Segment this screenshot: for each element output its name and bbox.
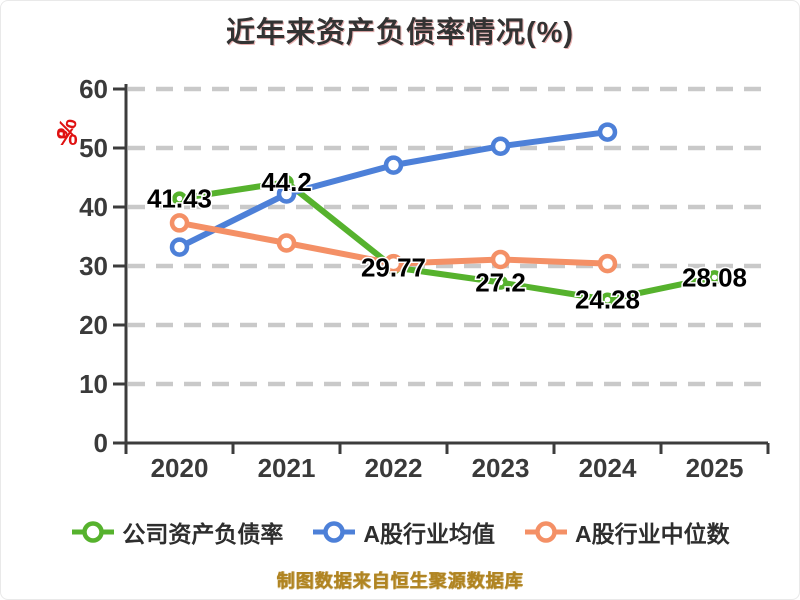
legend-item-industry-avg[interactable]: A股行业均值 [311, 515, 495, 549]
svg-text:2022: 2022 [365, 453, 423, 483]
chart-title: 近年来资产负债率情况(%) [225, 17, 575, 49]
svg-text:2024: 2024 [579, 453, 637, 483]
svg-text:2023: 2023 [472, 453, 530, 483]
svg-text:%: % [56, 124, 77, 151]
svg-text:24.28: 24.28 [575, 285, 640, 315]
svg-text:2020: 2020 [151, 453, 209, 483]
svg-text:27.2: 27.2 [475, 268, 526, 298]
svg-text:2025: 2025 [686, 453, 744, 483]
legend-marker-icon [313, 521, 356, 543]
svg-text:30: 30 [79, 251, 108, 281]
svg-text:40: 40 [79, 192, 108, 222]
svg-text:2021: 2021 [258, 453, 316, 483]
svg-text:28.08: 28.08 [682, 262, 747, 292]
legend-marker-icon [525, 521, 567, 543]
svg-text:60: 60 [79, 74, 108, 104]
svg-text:44.2: 44.2 [261, 167, 312, 197]
legend-label: 公司资产负债率 [122, 521, 284, 547]
legend-item-industry-median[interactable]: A股行业中位数 [523, 515, 730, 549]
svg-text:0: 0 [94, 428, 108, 458]
legend: 公司资产负债率 A股行业均值 A股行业中位数 [1, 515, 799, 549]
data-source-note: 制图数据来自恒生聚源数据库 [276, 571, 524, 591]
legend-label: A股行业中位数 [575, 521, 730, 547]
svg-text:10: 10 [79, 369, 108, 399]
svg-text:29.77: 29.77 [361, 252, 426, 282]
svg-text:50: 50 [79, 133, 108, 163]
legend-item-company[interactable]: 公司资产负债率 [70, 515, 283, 549]
svg-text:41.43: 41.43 [147, 184, 212, 214]
legend-marker-icon [72, 521, 115, 543]
legend-label: A股行业均值 [363, 521, 495, 547]
svg-text:20: 20 [79, 310, 108, 340]
